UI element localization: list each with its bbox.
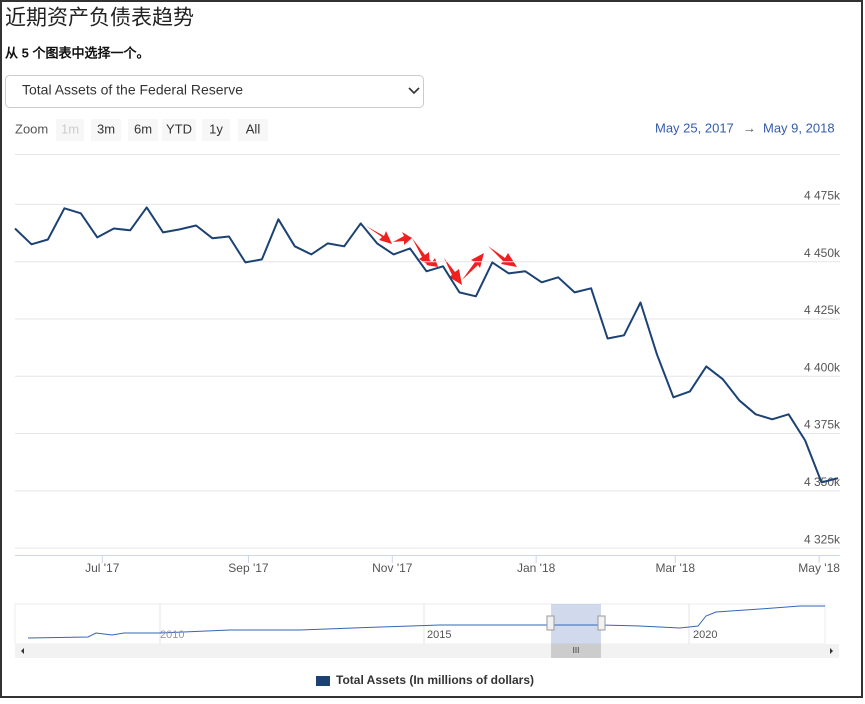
y-tick-label: 4 375k <box>804 418 841 432</box>
scroll-thumb[interactable] <box>551 644 601 658</box>
y-tick-label: 4 325k <box>804 532 841 546</box>
zoom-button-label: 6m <box>134 121 152 136</box>
legend-label[interactable]: Total Assets (In millions of dollars) <box>336 673 534 687</box>
scrollbar[interactable] <box>15 644 839 658</box>
select-caret <box>408 87 420 95</box>
x-tick-label: Mar '18 <box>655 561 695 575</box>
navigator-mask[interactable] <box>551 604 601 644</box>
zoom-button[interactable] <box>162 119 196 141</box>
nav-label: 2015 <box>427 629 451 641</box>
zoom-button <box>56 119 84 141</box>
chart-select[interactable] <box>5 75 424 108</box>
zoom-button[interactable] <box>202 119 230 141</box>
y-tick-label: 4 400k <box>804 360 841 374</box>
zoom-button-label: 1y <box>209 121 223 136</box>
zoom-button[interactable] <box>238 119 268 141</box>
scroll-right[interactable] <box>830 648 833 654</box>
zoom-button-label: YTD <box>166 121 192 136</box>
range-from[interactable]: May 25, 2017 <box>655 120 734 135</box>
navigator-line <box>27 605 825 639</box>
nav-handle[interactable] <box>597 615 606 631</box>
nav-label: 2020 <box>693 629 717 641</box>
page-title: 近期资产负债表趋势 <box>5 6 194 30</box>
range-arrow: → <box>743 120 756 135</box>
zoom-label: Zoom <box>15 121 48 136</box>
x-tick-label: Nov '17 <box>372 561 413 575</box>
select-text: Total Assets of the Federal Reserve <box>22 82 243 98</box>
subtitle: 从 5 个图表中选择一个。 <box>5 45 149 60</box>
y-tick-label: 4 450k <box>804 246 841 260</box>
range-to[interactable]: May 9, 2018 <box>763 120 835 135</box>
zoom-button[interactable] <box>128 119 158 141</box>
scroll-grip: III <box>573 646 580 655</box>
zoom-button-label: All <box>246 121 261 136</box>
nav-label: 2010 <box>160 629 184 641</box>
x-tick-label: Sep '17 <box>228 561 269 575</box>
y-tick-label: 4 425k <box>804 303 841 317</box>
series-line <box>14 206 839 484</box>
x-tick-label: May '18 <box>798 561 840 575</box>
scroll-left[interactable] <box>21 648 24 654</box>
legend-swatch <box>316 676 330 686</box>
zoom-button-label: 3m <box>97 121 115 136</box>
y-tick-label: 4 475k <box>804 189 841 203</box>
annotation-arrows <box>366 226 517 285</box>
zoom-button[interactable] <box>91 119 121 141</box>
nav-handle[interactable] <box>546 615 555 631</box>
zoom-button-label: 1m <box>61 121 79 136</box>
x-tick-label: Jan '18 <box>517 561 556 575</box>
x-tick-label: Jul '17 <box>85 561 120 575</box>
navigator-bg <box>14 603 826 645</box>
